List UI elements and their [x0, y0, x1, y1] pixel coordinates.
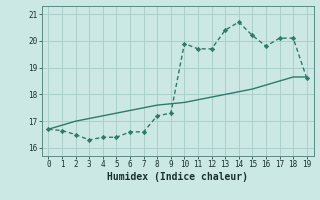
X-axis label: Humidex (Indice chaleur): Humidex (Indice chaleur): [107, 172, 248, 182]
